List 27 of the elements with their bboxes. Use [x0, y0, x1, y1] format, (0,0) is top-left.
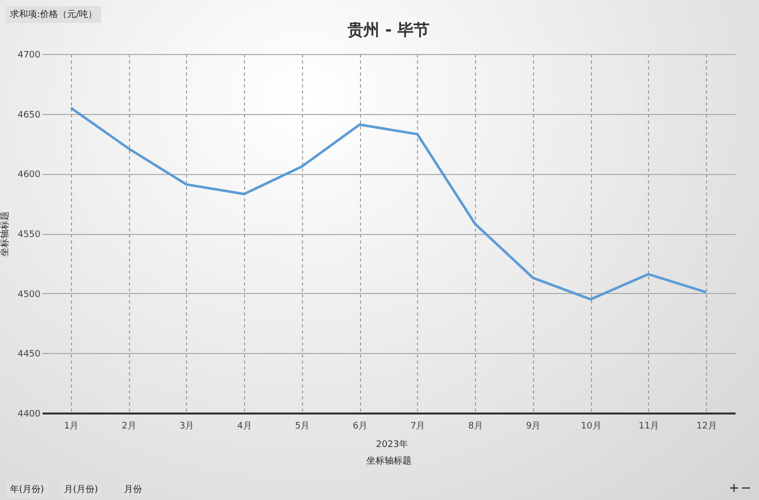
- text: 月(月份): [60, 481, 102, 498]
- line-series: [70, 106, 708, 301]
- x-tick-label: 10月: [580, 422, 602, 432]
- x-tick-label: 4月: [237, 422, 252, 432]
- y-tick-label: 4400: [18, 410, 41, 420]
- x-axis-title: 坐标轴标题: [366, 456, 412, 466]
- text: 月份: [120, 481, 146, 498]
- x-tick-label: 9月: [526, 422, 541, 432]
- y-tick-label: 4600: [18, 170, 41, 180]
- y-tick-label: 4550: [18, 230, 41, 240]
- x-tick-label: 2月: [122, 422, 136, 432]
- text: 年(月份): [6, 481, 48, 498]
- x-tick-label: 7月: [410, 422, 426, 432]
- x-tick-label: 1月: [64, 422, 79, 432]
- y-tick-label: 4700: [18, 50, 41, 60]
- x-tick-label: 11月: [638, 422, 660, 432]
- x-tick-label: 5月: [295, 422, 310, 432]
- text: 求和项:价格（元/吨）: [6, 6, 102, 23]
- y-axis-title: 坐标轴标题: [0, 212, 11, 256]
- y-tick-label: 4650: [18, 110, 41, 120]
- y-tick-label: 4450: [18, 350, 41, 360]
- text: 2023年: [376, 438, 408, 451]
- x-tick-label: 12月: [696, 422, 717, 432]
- x-tick-label: 3月: [180, 422, 194, 432]
- x-tick-label: 6月: [352, 422, 368, 432]
- y-tick-label: 4500: [18, 290, 41, 300]
- x-tick-label: 8月: [468, 422, 483, 432]
